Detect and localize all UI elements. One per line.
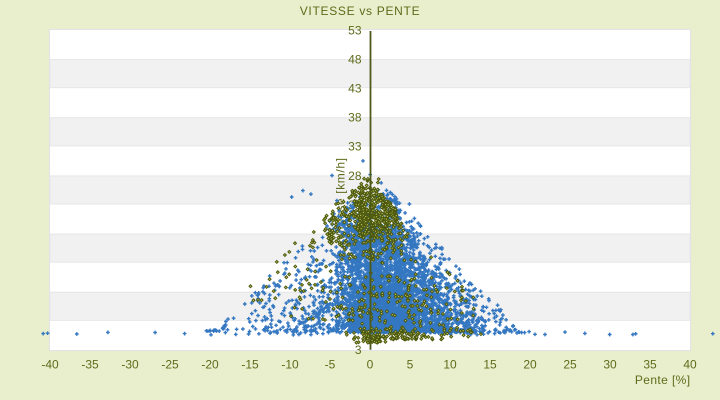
svg-text:15: 15 [483,358,497,372]
svg-text:43: 43 [348,82,362,96]
svg-text:25: 25 [563,358,577,372]
svg-text:33: 33 [348,140,362,154]
svg-text:35: 35 [643,358,657,372]
svg-text:3: 3 [355,343,362,357]
svg-text:-40: -40 [41,358,59,372]
svg-text:-15: -15 [241,358,259,372]
svg-text:Pente [%]: Pente [%] [635,373,691,387]
svg-text:-5: -5 [325,358,336,372]
svg-text:48: 48 [348,52,362,66]
svg-text:28: 28 [348,169,362,183]
svg-text:20: 20 [523,358,537,372]
svg-text:VITESSE vs PENTE: VITESSE vs PENTE [300,4,421,18]
svg-text:30: 30 [603,358,617,372]
svg-text:-20: -20 [201,358,219,372]
svg-text:-30: -30 [121,358,139,372]
svg-text:-35: -35 [81,358,99,372]
svg-text:40: 40 [683,358,697,372]
svg-text:-10: -10 [281,358,299,372]
svg-text:-25: -25 [161,358,179,372]
svg-text:0: 0 [367,358,374,372]
svg-text:38: 38 [348,111,362,125]
svg-text:5: 5 [407,358,414,372]
svg-text:53: 53 [348,23,362,37]
svg-text:10: 10 [443,358,457,372]
